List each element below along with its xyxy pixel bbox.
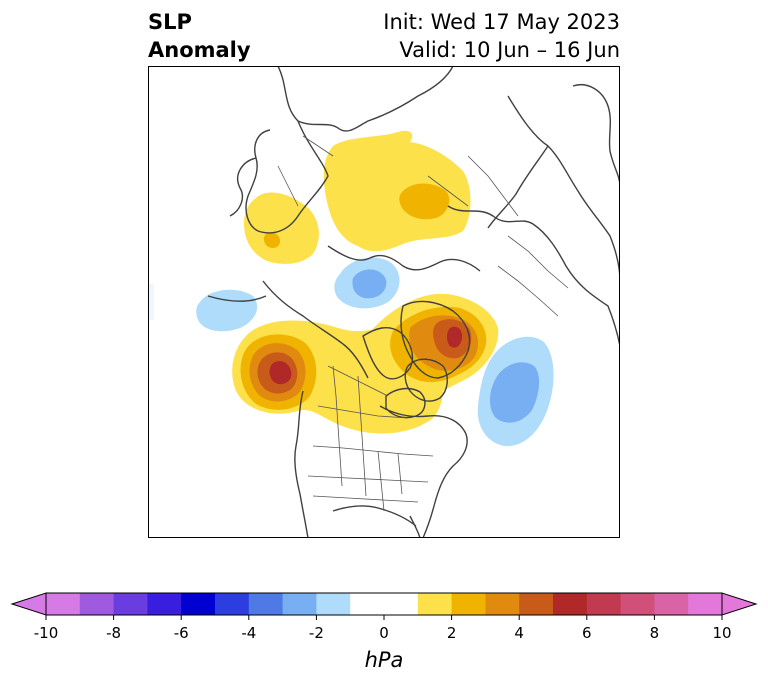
coastline-gulf-of-mexico xyxy=(332,505,417,527)
coastline-asia-east xyxy=(507,95,620,282)
colorbar-bin xyxy=(384,593,419,615)
anomaly-contour xyxy=(244,192,319,264)
colorbar-bins xyxy=(46,593,723,615)
border xyxy=(332,365,343,487)
coastline-hudson-bay xyxy=(385,387,426,419)
anomaly-north-pacific-negative xyxy=(148,284,258,332)
border xyxy=(317,405,409,419)
colorbar-tick-label: 6 xyxy=(582,624,592,642)
coastline-florida xyxy=(409,515,421,538)
colorbar-tick-label: 8 xyxy=(650,624,660,642)
border xyxy=(277,165,299,207)
title-line-1: SLP xyxy=(148,10,192,34)
colorbar-bin xyxy=(282,593,317,615)
country-borders xyxy=(277,135,569,512)
anomaly-contour xyxy=(196,289,258,332)
coastline-alaska xyxy=(262,280,369,379)
coastline-canadian-archipelago xyxy=(362,326,414,380)
coastline-africa-europe xyxy=(277,66,454,132)
anomaly-contour xyxy=(399,183,450,220)
border xyxy=(302,135,334,157)
border xyxy=(312,495,419,503)
valid-range: Valid: 10 Jun – 16 Jun xyxy=(399,38,620,62)
anomaly-contour xyxy=(490,362,540,423)
border xyxy=(427,175,469,207)
coastline-japan xyxy=(572,84,620,187)
colorbar-under-arrow xyxy=(10,592,47,616)
colorbar-bin xyxy=(586,593,622,615)
anomaly-siberia-west-positive xyxy=(244,192,319,264)
anomaly-arctic-ocean-negative xyxy=(334,257,400,309)
slp-anomaly-map xyxy=(148,66,620,538)
anomaly-fills xyxy=(148,130,554,447)
anomaly-contour xyxy=(352,269,387,299)
colorbar-bin xyxy=(620,593,655,615)
colorbar: -10 -8 -6 -4 -2 0 2 4 6 8 10 hPa xyxy=(10,592,758,672)
anomaly-contour xyxy=(323,130,471,252)
colorbar-bin xyxy=(485,593,520,615)
colorbar-unit-label: hPa xyxy=(365,648,404,672)
border xyxy=(507,235,569,289)
colorbar-tick-label: -10 xyxy=(34,624,59,642)
colorbar-bin xyxy=(553,593,588,615)
colorbar-bin xyxy=(113,593,148,615)
border xyxy=(397,453,403,495)
colorbar-bin xyxy=(215,593,250,615)
colorbar-bin xyxy=(350,593,385,615)
colorbar-bin xyxy=(417,593,453,615)
init-date: Init: Wed 17 May 2023 xyxy=(383,10,620,34)
coastline-north-america-west xyxy=(294,390,309,538)
map-frame xyxy=(148,66,620,538)
colorbar-tick-label: 2 xyxy=(447,624,457,642)
anomaly-north-atlantic-negative xyxy=(477,336,554,447)
anomaly-canada-greenland-positive xyxy=(356,293,499,412)
colorbar-tick-label: -8 xyxy=(106,624,121,642)
anomaly-contour xyxy=(269,361,292,385)
colorbar-bin xyxy=(654,593,689,615)
anomaly-contour xyxy=(263,232,280,249)
colorbar-bin xyxy=(46,593,81,615)
coastlines xyxy=(207,66,620,538)
colorbar-tick-label: -6 xyxy=(174,624,189,642)
colorbar-bin xyxy=(519,593,554,615)
colorbar-ticks: -10 -8 -6 -4 -2 0 2 4 6 8 10 xyxy=(34,615,732,642)
anomaly-scandinavia-russia-positive xyxy=(323,130,471,252)
coastline-asia-north xyxy=(447,205,620,347)
title-line-2: Anomaly xyxy=(148,38,251,62)
colorbar-bin xyxy=(688,593,723,615)
coastline-north-america-east xyxy=(379,405,468,538)
coastline-greenland xyxy=(400,300,471,379)
colorbar-tick-label: 4 xyxy=(514,624,524,642)
border xyxy=(312,445,434,457)
border xyxy=(377,450,385,512)
colorbar-bin xyxy=(451,593,486,615)
coastline-baffin xyxy=(404,358,448,402)
colorbar-tick-label: -4 xyxy=(241,624,256,642)
run-info: Init: Wed 17 May 2023 Valid: 10 Jun – 16… xyxy=(383,8,620,64)
colorbar-tick-label: 10 xyxy=(712,624,731,642)
coastline-kamchatka xyxy=(487,145,549,229)
anomaly-contour xyxy=(447,326,463,348)
coastline-mediterranean xyxy=(229,157,257,217)
colorbar-bin xyxy=(181,593,216,615)
coastline-siberia xyxy=(327,245,481,272)
colorbar-bin xyxy=(248,593,284,615)
map-title: SLP Anomaly xyxy=(148,8,251,64)
colorbar-tick-label: 0 xyxy=(379,624,389,642)
border xyxy=(497,265,559,317)
colorbar-bin xyxy=(316,593,351,615)
colorbar-bin xyxy=(147,593,182,615)
colorbar-tick-label: -2 xyxy=(309,624,324,642)
anomaly-contour xyxy=(148,284,154,320)
border xyxy=(357,375,367,497)
border xyxy=(467,155,519,217)
border xyxy=(307,475,429,483)
colorbar-bin xyxy=(79,593,115,615)
colorbar-over-arrow xyxy=(721,592,758,616)
coastline-aleutians xyxy=(207,295,267,302)
